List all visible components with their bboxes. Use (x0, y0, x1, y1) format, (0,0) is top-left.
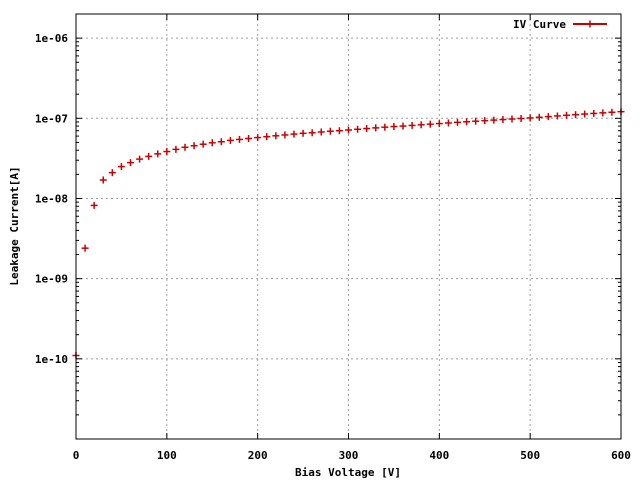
tick-labels: 0 100 200 300 400 500 600 1e-10 1e-09 1e-08 1e-07 1… (35, 32, 631, 462)
data-point (90, 201, 98, 209)
data-point (553, 112, 561, 120)
y-tick-label: 1e-07 (35, 112, 68, 125)
data-point (226, 136, 234, 144)
x-axis-label: Bias Voltage [V] (295, 466, 401, 479)
data-point (472, 117, 480, 125)
data-point (254, 134, 262, 142)
data-point (317, 128, 325, 136)
data-point (390, 123, 398, 131)
data-point (290, 130, 298, 138)
y-tick-label: 1e-08 (35, 192, 68, 205)
x-tick-label: 400 (429, 449, 449, 462)
data-point (381, 123, 389, 131)
legend: IV Curve (513, 18, 607, 31)
data-point (281, 131, 289, 139)
data-point (245, 134, 253, 142)
y-tick-label: 1e-06 (35, 32, 68, 45)
data-point (208, 139, 216, 147)
x-tick-label: 600 (611, 449, 631, 462)
data-point (299, 129, 307, 137)
data-point (572, 111, 580, 119)
data-point (345, 126, 352, 134)
data-point (363, 125, 371, 133)
data-point (454, 118, 461, 126)
data-point (517, 114, 525, 122)
data-point (199, 140, 207, 148)
data-point (399, 122, 407, 130)
data-point (117, 163, 125, 171)
x-tick-label: 300 (339, 449, 359, 462)
data-point (463, 118, 471, 126)
data-point (181, 143, 189, 151)
data-point (544, 113, 552, 121)
data-point (444, 119, 452, 127)
data-point (535, 113, 543, 121)
data-point (154, 150, 162, 158)
data-point (481, 117, 489, 125)
data-points (72, 108, 625, 360)
data-point (145, 152, 153, 160)
data-point (163, 148, 171, 156)
x-tick-label: 200 (248, 449, 268, 462)
data-point (526, 114, 534, 122)
data-point (136, 155, 144, 163)
data-point (508, 115, 516, 123)
data-point (81, 244, 89, 252)
grid-lines (76, 14, 621, 439)
data-point (354, 125, 362, 133)
legend-label-iv-curve: IV Curve (513, 18, 566, 31)
x-tick-label: 100 (157, 449, 177, 462)
axis-ticks (75, 13, 622, 439)
data-point (590, 109, 598, 117)
data-point (435, 120, 443, 128)
data-point (326, 127, 334, 135)
data-point (127, 159, 134, 167)
data-point (263, 133, 271, 141)
data-point (172, 145, 180, 153)
y-tick-label: 1e-10 (35, 353, 68, 366)
data-point (272, 132, 280, 140)
data-point (236, 135, 243, 143)
data-point (190, 142, 198, 150)
y-axis-label: Leakage Current[A] (8, 166, 21, 285)
data-point (217, 138, 225, 146)
data-point (99, 176, 107, 184)
y-tick-label: 1e-09 (35, 273, 68, 286)
x-tick-label: 500 (520, 449, 540, 462)
data-point (408, 121, 416, 129)
data-point (608, 108, 616, 116)
data-point (417, 121, 425, 129)
data-point (599, 109, 607, 117)
data-point (499, 116, 507, 124)
data-point (308, 129, 316, 137)
data-point (335, 127, 343, 135)
data-point (372, 124, 380, 132)
data-point (581, 110, 589, 118)
data-point (490, 116, 498, 124)
data-point (563, 111, 570, 119)
data-point (426, 120, 434, 128)
legend-marker-iv-curve (586, 20, 594, 28)
data-point (108, 169, 116, 177)
x-tick-label: 0 (73, 449, 80, 462)
